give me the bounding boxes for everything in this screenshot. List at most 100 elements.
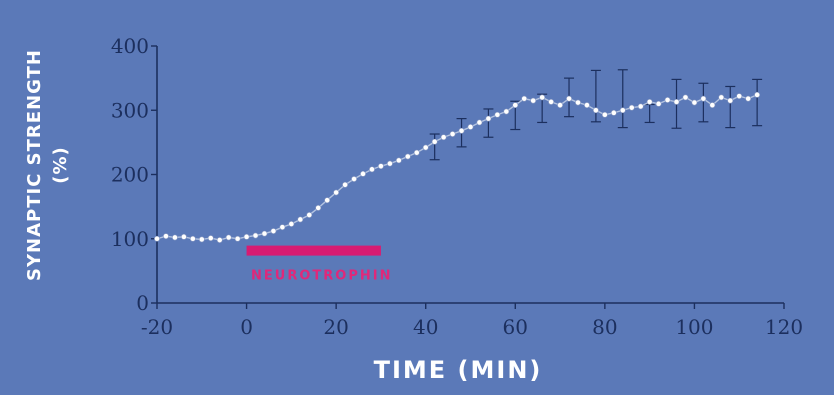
- data-point: [628, 104, 635, 111]
- data-point: [718, 94, 725, 101]
- error-bar: [725, 85, 736, 129]
- data-point: [431, 138, 438, 145]
- data-point: [163, 233, 169, 240]
- data-point: [745, 95, 752, 102]
- data-point: [297, 216, 304, 223]
- error-bar: [483, 108, 494, 138]
- data-point: [189, 235, 196, 242]
- error-bar: [429, 133, 440, 161]
- data-point: [458, 127, 465, 134]
- data-point: [548, 98, 555, 105]
- data-point: [279, 224, 286, 231]
- error-bar: [752, 78, 763, 127]
- data-point: [530, 97, 537, 104]
- data-point: [610, 109, 617, 116]
- data-point: [154, 235, 160, 242]
- data-point: [270, 228, 277, 234]
- data-point: [225, 234, 232, 241]
- error-bar: [698, 82, 709, 123]
- data-point: [180, 233, 187, 240]
- data-point: [637, 103, 644, 110]
- data-point: [324, 197, 331, 204]
- data-point: [512, 102, 519, 109]
- data-point: [539, 94, 546, 101]
- data-point: [333, 189, 340, 196]
- x-tick-label: 60: [503, 315, 528, 339]
- data-point: [521, 95, 528, 102]
- data-point: [360, 170, 366, 177]
- data-point: [593, 107, 599, 114]
- data-point: [566, 95, 572, 102]
- data-point: [386, 160, 393, 167]
- data-point: [467, 124, 474, 130]
- data-point: [440, 134, 447, 141]
- data-point: [584, 102, 590, 109]
- data-point: [243, 233, 250, 240]
- neurotrophin-label: NEUROTROPHIN: [251, 269, 392, 284]
- y-axis-title-group: SYNAPTIC STRENGTH (%): [24, 49, 71, 281]
- data-point: [476, 119, 483, 126]
- x-tick-label: 40: [413, 315, 438, 339]
- error-bars: [429, 69, 763, 161]
- data-point: [351, 176, 357, 182]
- y-tick-label: 300: [111, 98, 149, 122]
- error-bar: [590, 69, 601, 123]
- data-point: [342, 181, 348, 188]
- x-tick-label: 80: [592, 315, 617, 339]
- y-axis-unit: (%): [50, 146, 71, 184]
- data-point: [422, 144, 429, 151]
- data-point: [503, 108, 510, 115]
- error-bar: [617, 69, 628, 129]
- data-point: [646, 98, 653, 105]
- data-point: [727, 97, 734, 104]
- data-point: [404, 153, 411, 160]
- data-point: [673, 98, 680, 105]
- y-axis-title: SYNAPTIC STRENGTH: [24, 49, 45, 281]
- data-points: [154, 91, 761, 243]
- y-tick-label: 100: [111, 227, 149, 251]
- data-point: [315, 205, 322, 211]
- data-point: [691, 99, 698, 106]
- x-tick-label: 120: [765, 315, 803, 339]
- x-tick-label: 0: [240, 315, 253, 339]
- y-tick-label: 200: [111, 163, 149, 187]
- data-point: [413, 149, 420, 156]
- data-point: [736, 93, 743, 100]
- data-point: [575, 99, 581, 106]
- data-point: [754, 91, 761, 98]
- error-bar: [644, 103, 655, 124]
- x-tick-label: 20: [323, 315, 348, 339]
- series-line: [156, 94, 758, 241]
- data-point: [207, 235, 214, 242]
- data-point: [655, 100, 662, 107]
- data-point: [369, 166, 375, 173]
- series-polyline: [156, 94, 758, 241]
- x-tick-label: -20: [141, 315, 173, 339]
- data-point: [306, 212, 313, 218]
- data-point: [494, 111, 501, 118]
- data-point: [261, 230, 268, 237]
- axes: [151, 45, 785, 309]
- x-axis-title: TIME (MIN): [374, 356, 543, 384]
- data-point: [709, 102, 716, 109]
- x-tick-label: 100: [675, 315, 713, 339]
- data-point: [601, 111, 608, 118]
- data-point: [619, 107, 626, 114]
- neurotrophin-bar: [246, 245, 381, 256]
- data-point: [252, 232, 259, 239]
- data-point: [700, 95, 707, 102]
- annotation-group: NEUROTROPHIN: [246, 245, 392, 284]
- data-point: [172, 234, 178, 241]
- data-point: [234, 235, 241, 242]
- data-point: [288, 221, 295, 227]
- data-point: [449, 131, 456, 137]
- data-point: [378, 163, 384, 170]
- data-point: [216, 237, 223, 243]
- y-tick-label: 400: [111, 34, 149, 58]
- data-point: [395, 157, 402, 164]
- y-tick-label: 0: [136, 291, 149, 315]
- data-point: [557, 102, 563, 109]
